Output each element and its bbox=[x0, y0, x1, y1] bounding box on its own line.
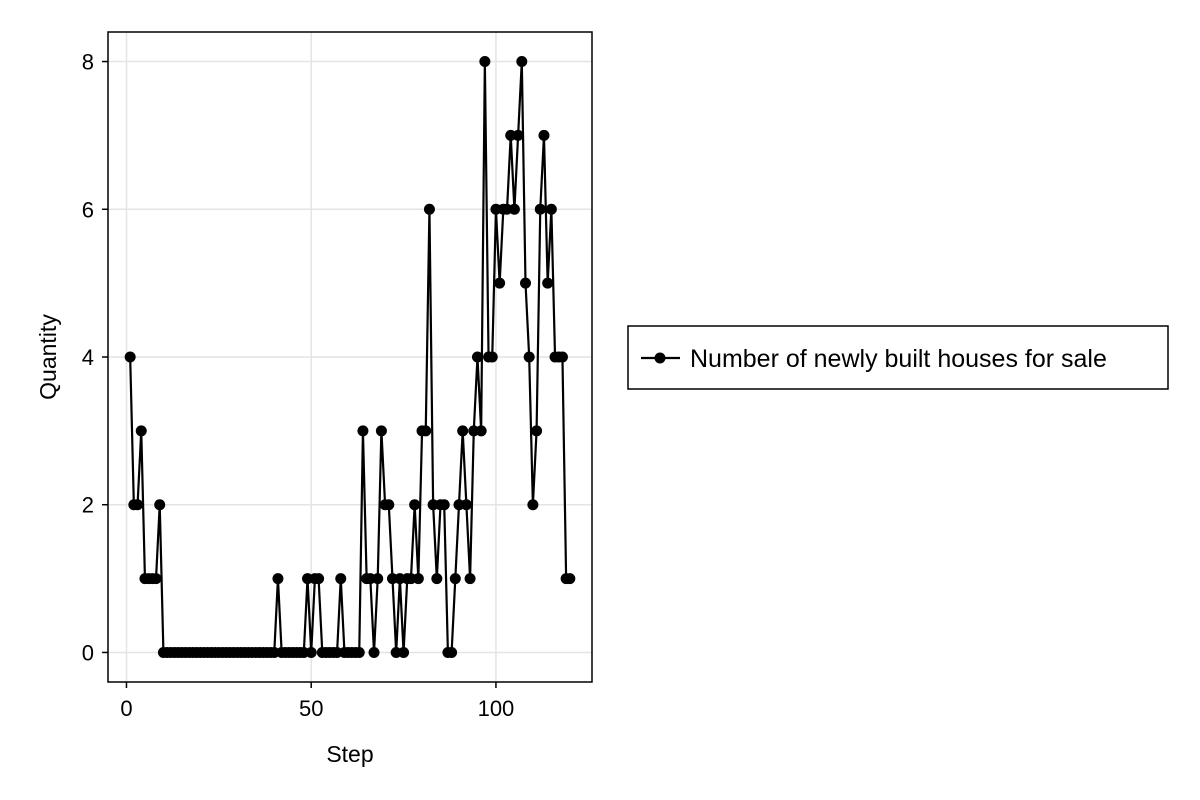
data-point bbox=[475, 425, 487, 437]
data-point bbox=[150, 573, 162, 585]
data-point bbox=[534, 203, 546, 215]
legend: Number of newly built houses for sale bbox=[627, 325, 1169, 390]
data-point bbox=[438, 499, 450, 511]
y-tick-label: 6 bbox=[82, 197, 94, 222]
data-point bbox=[460, 499, 472, 511]
data-point bbox=[508, 203, 520, 215]
data-point bbox=[516, 56, 528, 68]
data-point bbox=[409, 499, 421, 511]
data-point bbox=[135, 425, 147, 437]
x-axis-label: Step bbox=[326, 741, 373, 767]
data-point bbox=[132, 499, 144, 511]
y-tick-label: 0 bbox=[82, 640, 94, 665]
data-point bbox=[556, 351, 568, 363]
data-points bbox=[124, 56, 576, 658]
data-point bbox=[372, 573, 384, 585]
data-point bbox=[486, 351, 498, 363]
legend-entry-label: Number of newly built houses for sale bbox=[690, 345, 1107, 373]
data-point bbox=[523, 351, 535, 363]
data-point bbox=[412, 573, 424, 585]
data-point bbox=[420, 425, 432, 437]
data-point bbox=[398, 646, 410, 658]
data-point bbox=[446, 646, 458, 658]
data-point bbox=[375, 425, 387, 437]
data-point bbox=[527, 499, 539, 511]
data-point bbox=[545, 203, 557, 215]
data-point bbox=[124, 351, 136, 363]
data-point bbox=[531, 425, 543, 437]
y-axis-ticks: 0 2 4 6 8 bbox=[82, 50, 108, 665]
y-tick-label: 4 bbox=[82, 345, 94, 370]
x-tick-label: 0 bbox=[120, 696, 132, 721]
data-point bbox=[313, 573, 325, 585]
x-tick-label: 50 bbox=[299, 696, 323, 721]
x-tick-label: 100 bbox=[478, 696, 515, 721]
data-point bbox=[542, 277, 554, 289]
data-point bbox=[431, 573, 443, 585]
data-point bbox=[538, 129, 550, 141]
data-point bbox=[479, 56, 491, 68]
data-point bbox=[471, 351, 483, 363]
data-point bbox=[383, 499, 395, 511]
data-point bbox=[272, 573, 284, 585]
y-tick-label: 8 bbox=[82, 50, 94, 75]
data-point bbox=[449, 573, 461, 585]
legend-box bbox=[627, 325, 1169, 390]
y-axis-label: Quantity bbox=[35, 314, 61, 400]
data-point bbox=[335, 573, 347, 585]
data-point bbox=[154, 499, 166, 511]
data-point bbox=[305, 646, 317, 658]
x-axis-ticks: 0 50 100 bbox=[120, 682, 514, 721]
data-point bbox=[423, 203, 435, 215]
data-point bbox=[353, 646, 365, 658]
data-point bbox=[519, 277, 531, 289]
legend-marker bbox=[654, 352, 666, 364]
data-point bbox=[357, 425, 369, 437]
data-point bbox=[464, 573, 476, 585]
y-tick-label: 2 bbox=[82, 493, 94, 518]
data-point bbox=[457, 425, 469, 437]
data-point bbox=[494, 277, 506, 289]
data-point bbox=[512, 129, 524, 141]
data-point bbox=[368, 646, 380, 658]
data-point bbox=[564, 573, 576, 585]
